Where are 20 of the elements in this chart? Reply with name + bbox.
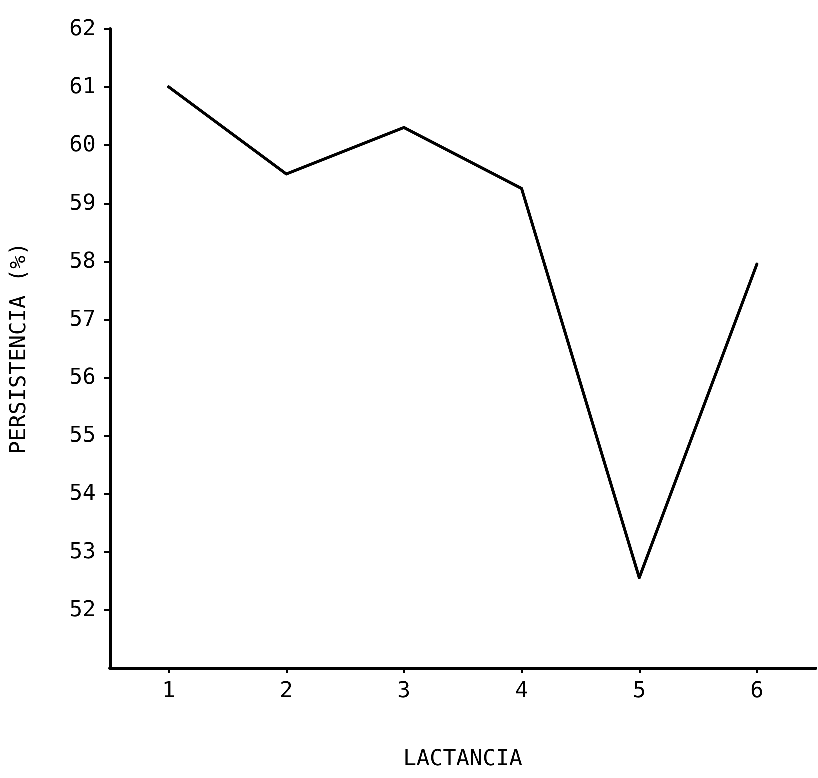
y-tick-label: 56 [70, 365, 96, 390]
y-tick-label: 54 [70, 481, 96, 506]
y-tick-label: 52 [70, 597, 96, 622]
y-tick-label: 58 [70, 248, 96, 274]
x-tick-label: 1 [162, 678, 176, 704]
line-series [167, 86, 759, 580]
y-tick-label: 57 [70, 306, 96, 332]
x-tick-label: 3 [398, 678, 411, 704]
y-tick-label: 59 [70, 190, 96, 216]
x-tick-label: 5 [632, 678, 646, 704]
y-tick-label: 62 [70, 16, 96, 42]
x-tick-label: 4 [515, 678, 528, 704]
y-tick-label: 53 [70, 539, 96, 564]
y-tick-label: 60 [70, 132, 96, 158]
x-tick-label: 2 [280, 678, 294, 704]
y-axis-title: PERSISTENCIA (%) [6, 242, 32, 454]
y-tick-label: 55 [70, 423, 96, 448]
y-tick-label: 61 [70, 74, 96, 100]
x-axis-title: LACTANCIA [403, 746, 523, 772]
x-tick-label: 6 [750, 678, 764, 704]
